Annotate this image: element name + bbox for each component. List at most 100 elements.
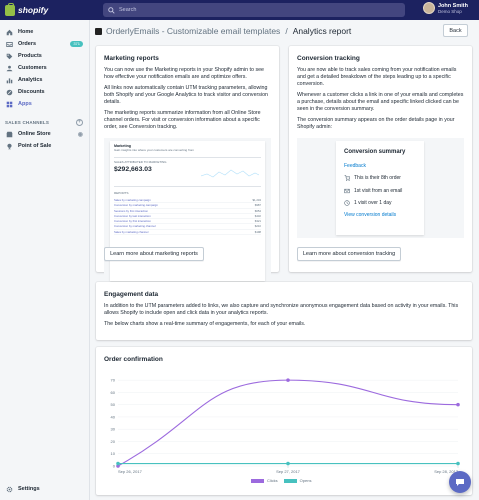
preview-report-link: Sessions by first interaction (114, 208, 149, 213)
conversion-row: This is their 8th order (344, 172, 418, 185)
preview-report-row: Sales by marketing channel $198 (114, 229, 261, 236)
sidebar-item-label: Online Store (18, 131, 51, 137)
breadcrumb-app[interactable]: OrderlyEmails - Customizable email templ… (106, 26, 281, 36)
shopify-logo[interactable]: shopify (0, 2, 90, 16)
back-button[interactable]: Back (443, 24, 468, 37)
sidebar-item-point-of-sale[interactable]: Point of Sale (0, 140, 89, 152)
y-tick-label: 10 (111, 451, 116, 456)
order-confirmation-chart: 0 10 20 30 40 50 60 70 Sep 26, 2017 Sep 27, 2017 S… (111, 378, 460, 474)
preview-report-value: $198 (254, 229, 261, 234)
sidebar-item-label: Orders (18, 41, 37, 47)
preview-report-link: Conversion by last interaction (114, 213, 151, 218)
conversion-source-link[interactable]: Feedback (344, 163, 366, 169)
legend-swatch-clicks (251, 478, 264, 483)
y-tick-label: 20 (111, 439, 116, 444)
sidebar-item-label: Point of Sale (18, 143, 52, 149)
sidebar-item-orders[interactable]: Orders 371 (0, 38, 89, 50)
legend-label: Opens (299, 478, 312, 483)
marketing-reports-card: Marketing reports You can now use the Ma… (96, 46, 279, 283)
apps-icon (5, 100, 13, 108)
y-tick-label: 50 (111, 402, 116, 407)
card-paragraph: The below charts show a real-time summar… (104, 321, 306, 327)
card-paragraph: All links now automatically contain UTM … (104, 85, 268, 105)
brand-name: shopify (18, 5, 49, 15)
card-paragraph: You are now able to track sales coming f… (297, 67, 457, 87)
engagement-data-card: Engagement data In addition to the UTM p… (96, 282, 472, 340)
sidebar-item-label: Products (18, 53, 42, 59)
add-channel-icon[interactable]: + (76, 118, 83, 126)
store-icon (5, 130, 13, 138)
preview-report-link: Conversion by marketing campaign (114, 203, 158, 208)
legend-swatch-opens (283, 478, 297, 483)
app-icon (95, 27, 102, 35)
chat-button[interactable] (449, 471, 471, 493)
card-paragraph: In addition to the UTM parameters added … (104, 303, 459, 316)
sidebar-item-home[interactable]: Home (0, 26, 89, 38)
clock-icon (344, 200, 350, 206)
preview-report-row: Conversion by marketing channel $210 (114, 224, 261, 230)
card-paragraph: You can now use the Marketing reports in… (104, 67, 264, 80)
sidebar-item-apps[interactable]: Apps (0, 98, 89, 110)
preview-report-link: Sales by marketing channel (114, 229, 149, 234)
sidebar-item-online-store[interactable]: Online Store ◉ (0, 128, 89, 140)
preview-report-list: Sales by marketing campaign $1,234 Convers… (114, 198, 261, 236)
preview-report-row: Conversion by last interaction $432 (114, 213, 261, 220)
breadcrumb-separator: / (285, 26, 288, 36)
gear-icon (5, 485, 13, 493)
x-tick-label: Sep 27, 2017 (276, 469, 301, 474)
conversion-summary-title: Conversion summary (344, 149, 406, 155)
preview-report-link: Sales by marketing campaign (114, 198, 151, 202)
home-icon (5, 28, 13, 36)
preview-report-row: Conversion by first interaction $321 (114, 219, 261, 225)
learn-more-conversion-button[interactable]: Learn more about conversion tracking (297, 247, 401, 261)
preview-report-value: $321 (254, 219, 261, 224)
shopify-bag-icon (5, 2, 15, 16)
preview-report-link: Conversion by first interaction (114, 219, 151, 224)
y-tick-label: 70 (111, 378, 116, 383)
card-title: Engagement data (104, 291, 159, 298)
y-tick-label: 0 (113, 463, 116, 468)
eye-icon[interactable]: ◉ (77, 131, 83, 138)
sidebar-item-label: Apps (18, 101, 32, 107)
x-tick-label: Sep 26, 2017 (118, 469, 143, 474)
preview-sparkline (201, 169, 259, 178)
pos-icon (5, 142, 13, 150)
chart-title: Order confirmation (104, 356, 163, 363)
card-title: Marketing reports (104, 55, 159, 62)
preview-report-value: $1,234 (252, 198, 261, 202)
chart-legend: Clicks Opens (251, 478, 311, 483)
sidebar-item-label: Settings (18, 486, 40, 492)
user-shop: Demo Shop (438, 8, 462, 14)
user-menu[interactable]: John Smith Demo Shop (423, 2, 468, 14)
sidebar-item-customers[interactable]: Customers (0, 62, 89, 74)
series-line-clicks (117, 379, 459, 467)
user-name: John Smith (438, 2, 468, 9)
card-title: Conversion tracking (297, 55, 360, 62)
sidebar-item-label: Discounts (18, 89, 45, 95)
learn-more-marketing-button[interactable]: Learn more about marketing reports (104, 247, 204, 261)
data-point-opens (456, 461, 460, 466)
preview-subtext: Gain insights into where your customers … (114, 148, 195, 152)
data-point-clicks (456, 402, 460, 407)
page-title: Analytics report (292, 26, 352, 36)
view-conversion-details-link[interactable]: View conversion details (344, 211, 397, 218)
customers-icon (5, 64, 13, 72)
conversion-summary-card: Conversion summary Feedback This is thei… (336, 141, 424, 235)
data-point-opens (116, 461, 120, 466)
search-input[interactable]: Search (103, 3, 405, 17)
sidebar-item-analytics[interactable]: Analytics (0, 74, 89, 86)
conversion-row: 1 visit over 1 day (344, 197, 418, 210)
email-icon (344, 188, 350, 194)
preview-report-link: Conversion by marketing channel (114, 224, 156, 229)
sidebar-item-label: Home (18, 29, 34, 35)
chat-icon (456, 479, 464, 486)
sidebar-item-products[interactable]: Products (0, 50, 89, 62)
search-placeholder: Search (119, 7, 137, 13)
sidebar-item-discounts[interactable]: Discounts (0, 86, 89, 98)
conversion-row-text: 1st visit from an email (354, 187, 403, 194)
data-point-clicks (286, 378, 290, 382)
conversion-row-text: This is their 8th order (354, 175, 401, 182)
order-confirmation-card: Order confirmation 0 10 20 30 40 50 60 70 Sep 26… (96, 347, 472, 495)
sidebar-item-settings[interactable]: Settings (0, 483, 90, 495)
sales-channels-label: SALES CHANNELS (5, 119, 50, 125)
